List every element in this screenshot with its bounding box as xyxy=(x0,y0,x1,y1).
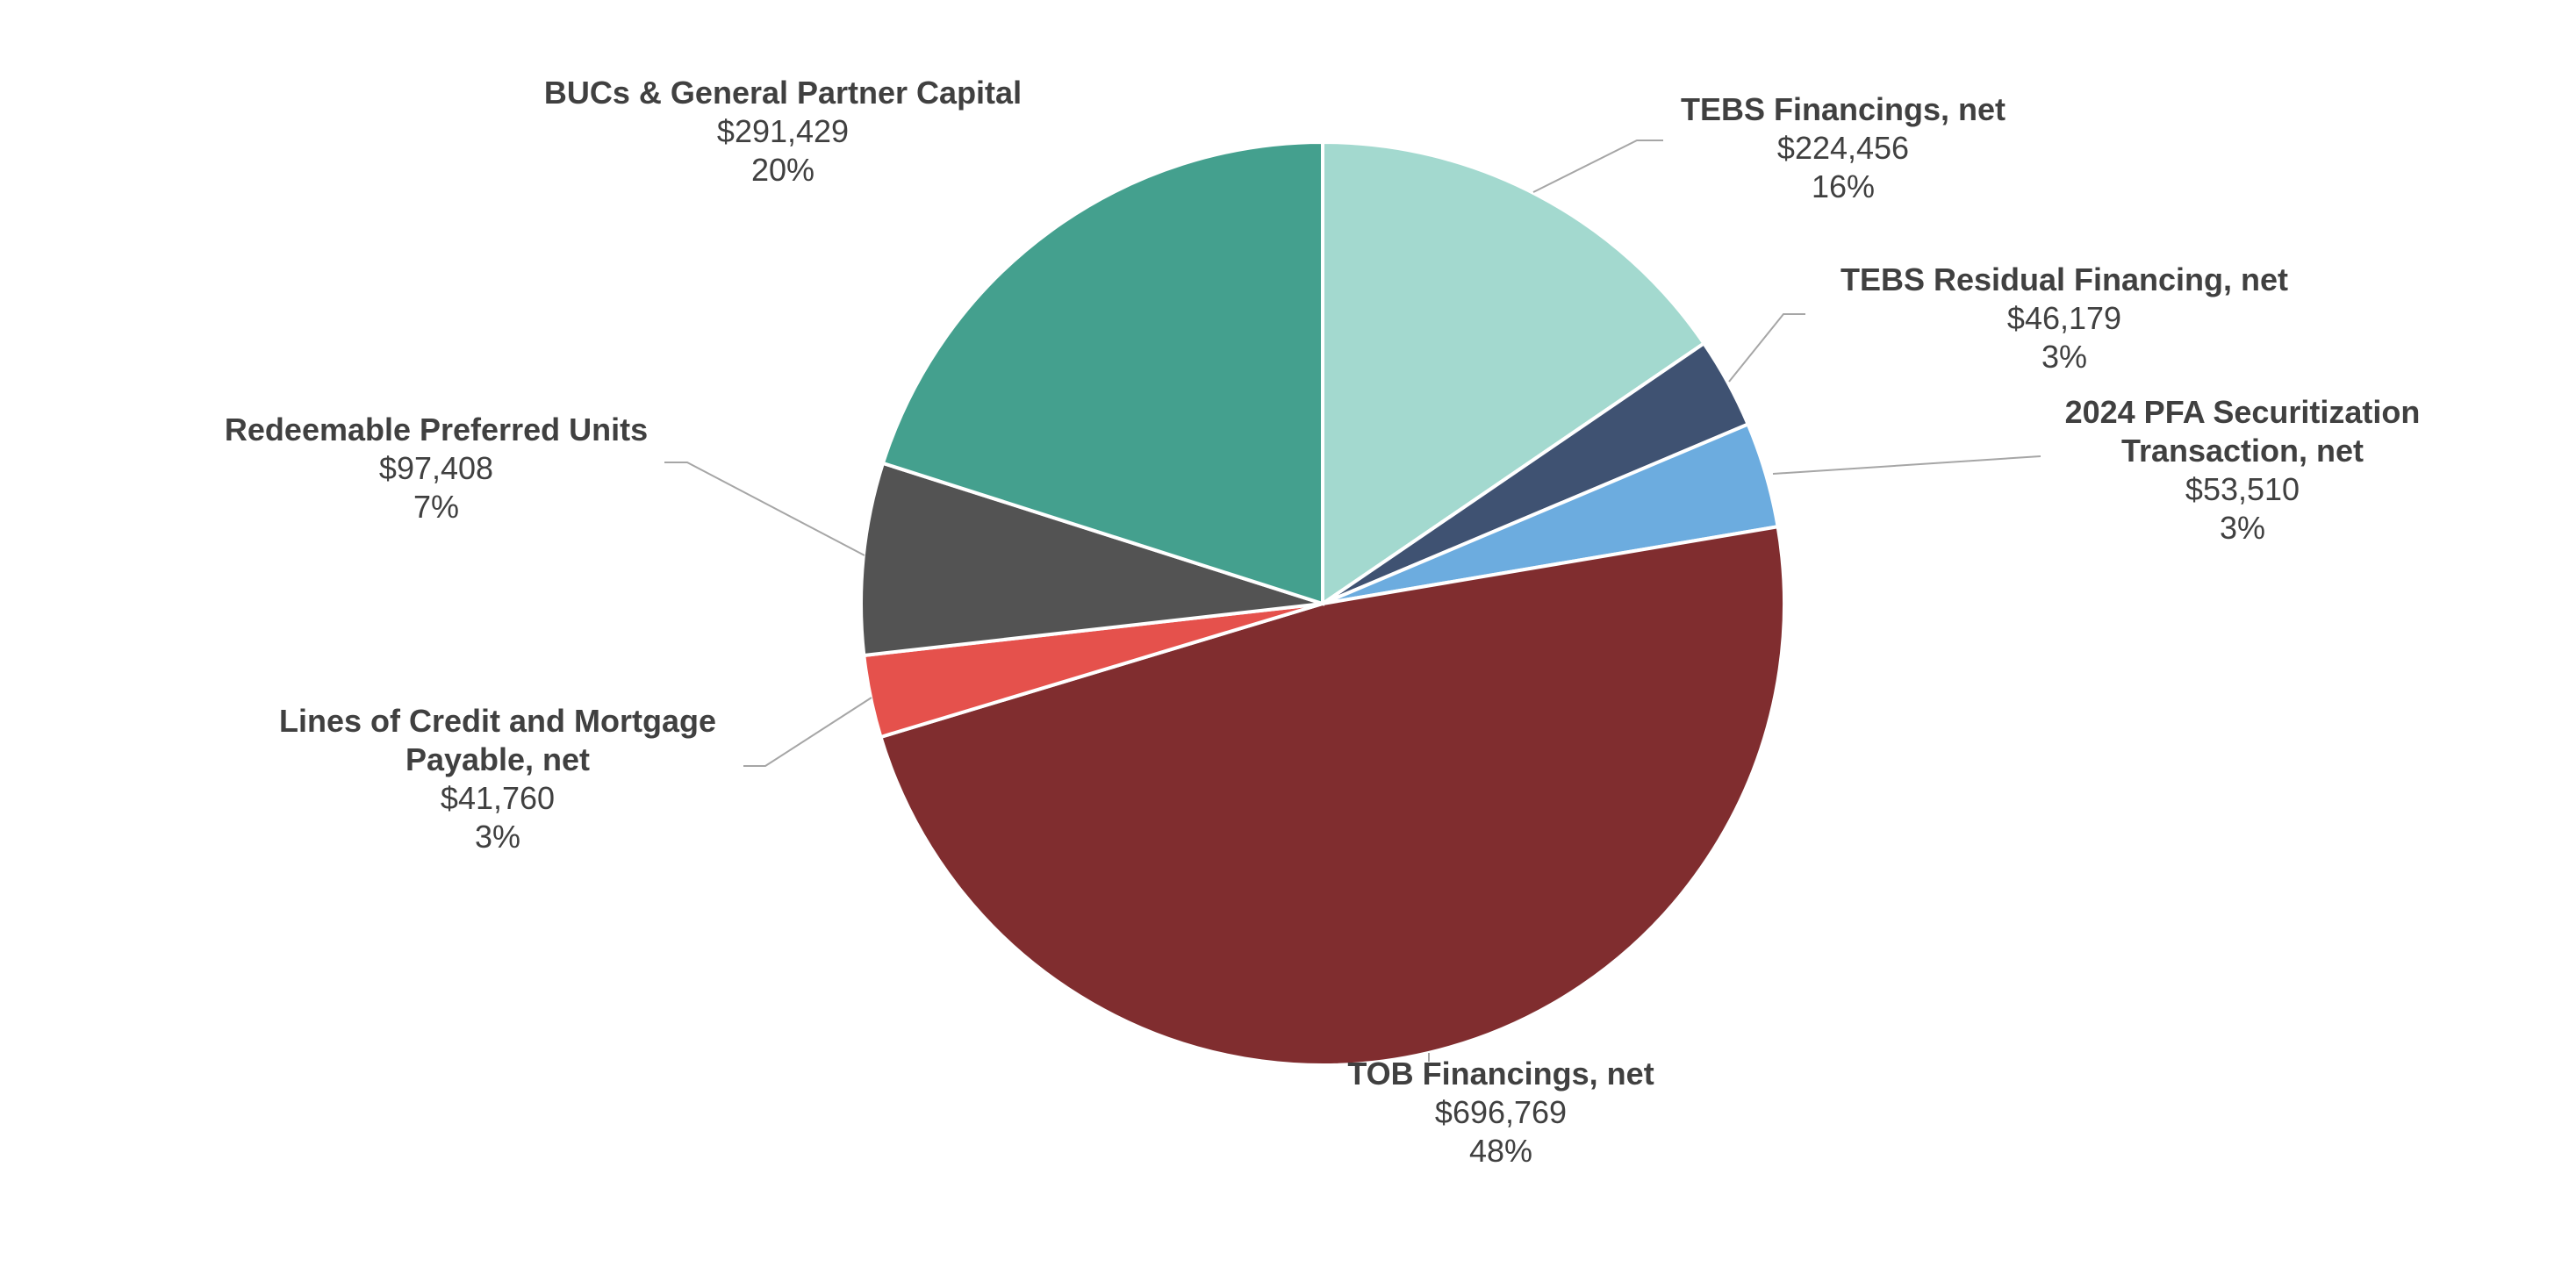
slice-value-label: $46,179 xyxy=(2007,300,2121,336)
slice-percent-label: 20% xyxy=(751,152,814,188)
leader-line xyxy=(1728,313,1805,383)
leader-line xyxy=(1532,140,1663,193)
slice-value-label: $224,456 xyxy=(1777,130,1909,166)
slice-percent-label: 3% xyxy=(475,819,520,855)
slice-percent-label: 16% xyxy=(1812,168,1875,204)
leader-line xyxy=(664,462,865,556)
slice-value-label: $696,769 xyxy=(1435,1094,1567,1130)
slice-percent-label: 3% xyxy=(2041,339,2087,375)
pie-slice xyxy=(880,140,1324,606)
leader-lines xyxy=(664,140,2041,1062)
slice-label-name: Lines of Credit and Mortgage xyxy=(279,703,716,739)
slice-label-name: Redeemable Preferred Units xyxy=(225,412,648,447)
slice-percent-label: 48% xyxy=(1469,1133,1532,1169)
slice-percent-label: 7% xyxy=(413,489,459,525)
slice-label-name: 2024 PFA Securitization xyxy=(2065,394,2421,430)
slice-label-name: TOB Financings, net xyxy=(1347,1056,1654,1092)
leader-line xyxy=(1772,455,2041,475)
slice-value-label: $291,429 xyxy=(717,113,849,149)
slice-value-label: $53,510 xyxy=(2185,471,2300,507)
slice-label-name: TEBS Residual Financing, net xyxy=(1841,261,2288,297)
leader-line xyxy=(743,697,872,767)
slice-value-label: $41,760 xyxy=(441,780,555,816)
pie-slices xyxy=(859,140,1786,1067)
slice-value-label: $97,408 xyxy=(379,450,493,486)
slice-label-name: TEBS Financings, net xyxy=(1681,91,2006,127)
slice-label-name: Payable, net xyxy=(405,741,590,777)
slice-percent-label: 3% xyxy=(2220,510,2265,546)
slice-label-name: BUCs & General Partner Capital xyxy=(544,75,1022,111)
slice-label-name: Transaction, net xyxy=(2121,433,2364,469)
pie-slice xyxy=(859,461,1324,658)
pie-slice xyxy=(1321,140,1707,607)
